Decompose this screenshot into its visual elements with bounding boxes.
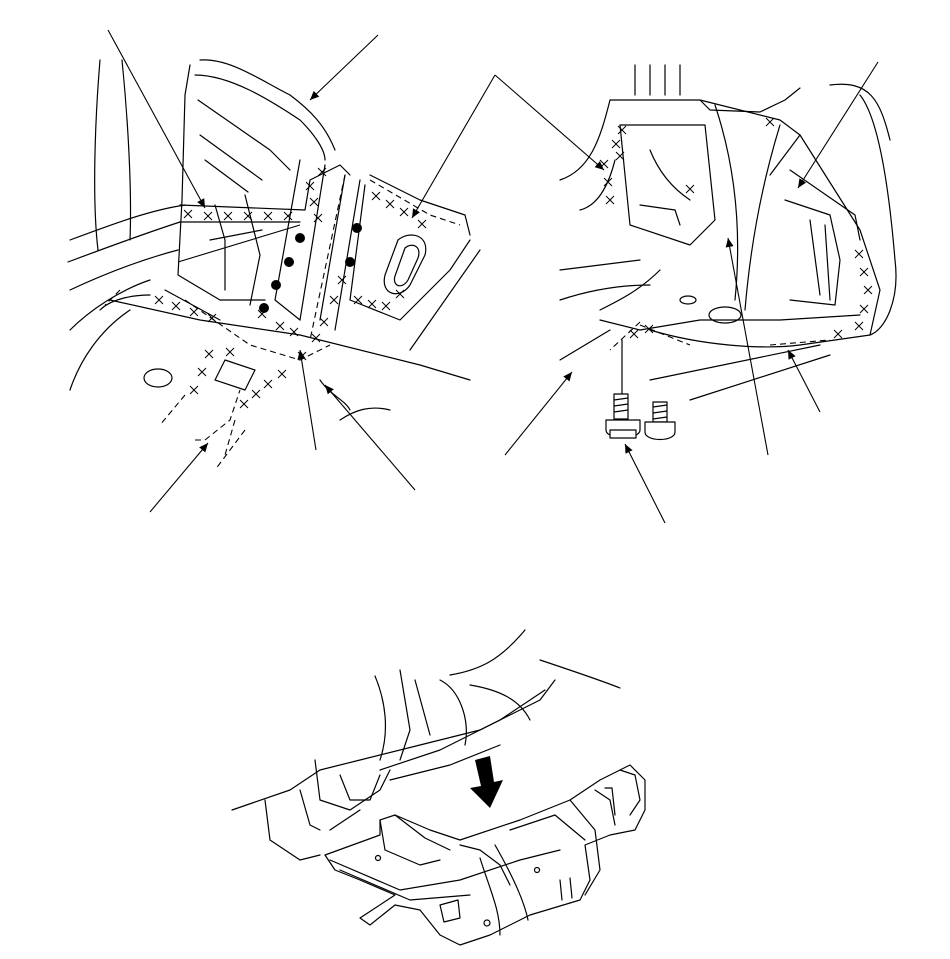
flange-bolt-icon — [605, 339, 641, 439]
plug-weld-dots — [259, 223, 362, 313]
flange-bolt-icon-2 — [644, 401, 676, 441]
upper-left-panel — [67, 29, 496, 513]
install-direction-arrow — [470, 756, 503, 808]
spot-weld-marks-left — [154, 167, 427, 409]
leader-lines-upper-left — [107, 29, 496, 513]
spot-weld-marks-right — [599, 117, 873, 339]
leader-lines-upper-right — [494, 61, 879, 524]
upper-right-panel — [494, 61, 897, 524]
lower-panel — [231, 629, 646, 946]
